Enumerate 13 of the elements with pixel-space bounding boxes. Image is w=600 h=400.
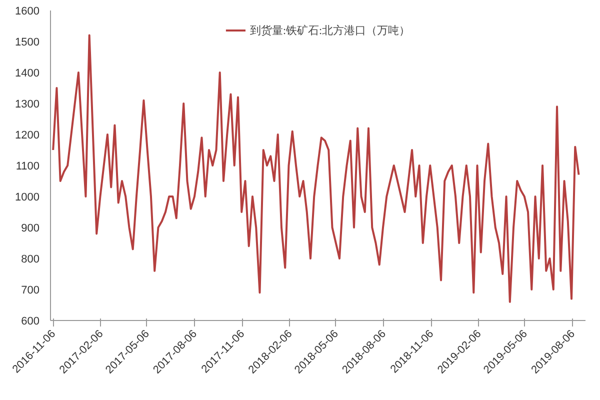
y-tick-label: 1400 bbox=[15, 68, 40, 80]
y-tick-label: 900 bbox=[21, 222, 40, 234]
y-tick-label: 1000 bbox=[15, 192, 40, 204]
y-tick-label: 1100 bbox=[16, 160, 40, 172]
y-tick-label: 800 bbox=[21, 254, 40, 266]
y-tick-label: 1300 bbox=[15, 98, 40, 110]
line-series bbox=[52, 34, 580, 303]
legend-label: 到货量:铁矿石:北方港口（万吨） bbox=[250, 24, 410, 38]
y-tick-label: 1200 bbox=[15, 130, 40, 142]
y-tick-label: 700 bbox=[21, 284, 40, 296]
y-tick-label: 1500 bbox=[15, 36, 40, 48]
y-tick-label: 600 bbox=[21, 316, 40, 328]
y-tick-label: 1600 bbox=[15, 6, 40, 18]
